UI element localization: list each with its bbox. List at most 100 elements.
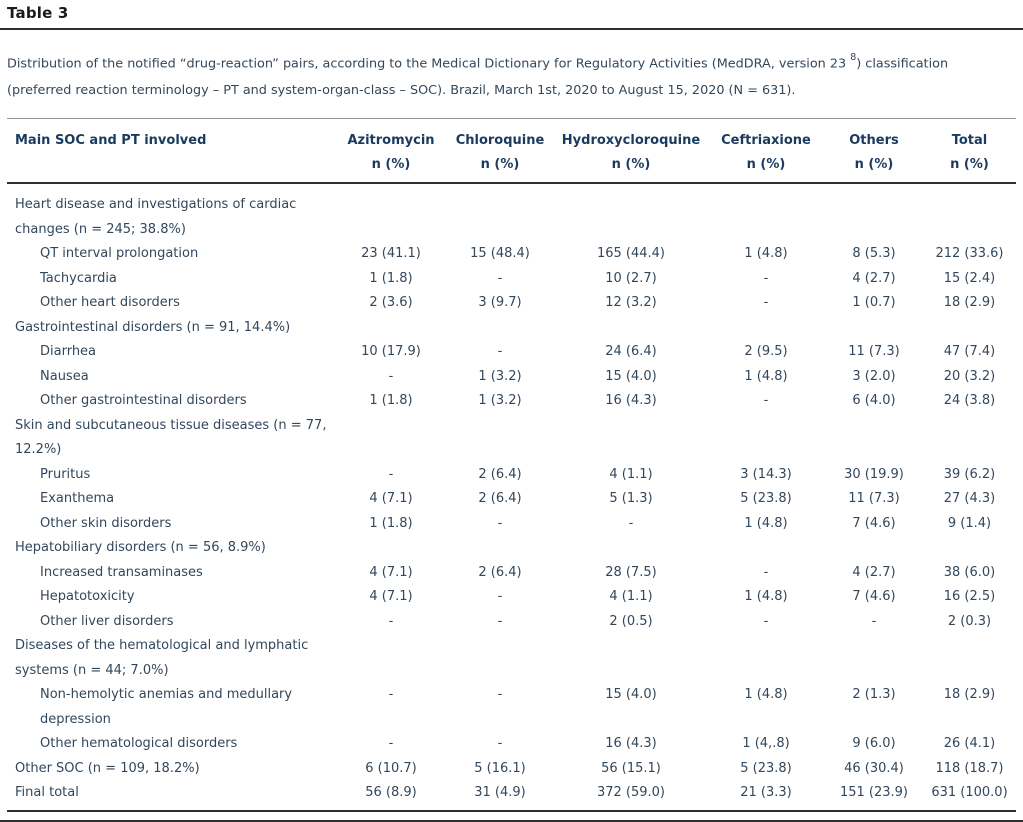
cell-value: 56 (8.9)	[337, 781, 445, 812]
cell-value: 56 (15.1)	[601, 760, 661, 776]
cell-value: 6 (4.0)	[852, 393, 896, 409]
cell-value: 9 (6.0)	[852, 736, 896, 752]
table-row-section: Skin and subcutaneous tissue diseases (n…	[7, 414, 1016, 463]
cell-value: 165 (44.4)	[596, 246, 666, 262]
cell-value: 28 (7.5)	[605, 564, 657, 580]
empty-cell	[337, 183, 1016, 242]
cell-value: -	[871, 613, 877, 629]
cell-value: 1 (4.8)	[744, 515, 788, 531]
cell-value: 372 (59.0)	[555, 781, 707, 812]
row-label: Final total	[7, 781, 337, 812]
cell-value: 18 (2.9)	[943, 687, 996, 703]
empty-cell	[337, 316, 1016, 341]
column-subheader-n-percent: n (%)	[611, 157, 651, 173]
cell-value: 1 (4.8)	[744, 589, 788, 605]
table-row-item: Tachycardia 1 (1.8) - 10 (2.7) - 4 (2.7) 15 (2…	[7, 267, 1016, 292]
table-row-item: Diarrhea 10 (17.9) - 24 (6.4) 2 (9.5) 11 (7.3…	[7, 340, 1016, 365]
cell-value: 24 (6.4)	[605, 344, 657, 360]
cell-value: -	[497, 613, 503, 629]
row-label: Diarrhea	[40, 344, 97, 360]
row-label: QT interval prolongation	[40, 246, 199, 262]
row-label: Nausea	[40, 368, 89, 384]
table-caption: Distribution of the notified “drug-react…	[0, 30, 1023, 104]
cell-value: 212 (33.6)	[935, 246, 1004, 262]
table-row-section: Gastrointestinal disorders (n = 91, 14.4…	[7, 316, 1016, 341]
cell-value: 1 (3.2)	[478, 393, 522, 409]
row-label: Increased transaminases	[40, 564, 203, 580]
cell-value: 12 (3.2)	[605, 295, 657, 311]
table-row-item: Pruritus - 2 (6.4) 4 (1.1) 3 (14.3) 30 (19.9)…	[7, 463, 1016, 488]
cell-value: 1 (1.8)	[369, 393, 413, 409]
row-label: Other liver disorders	[40, 613, 174, 629]
row-label: Tachycardia	[40, 270, 117, 286]
cell-value: 1 (4,.8)	[742, 736, 790, 752]
cell-value: 4 (7.1)	[369, 564, 413, 580]
table-row-section: Hepatobiliary disorders (n = 56, 8.9%)	[7, 536, 1016, 561]
row-label: Diseases of the hematological and lympha…	[15, 638, 309, 678]
cell-value: 10 (17.9)	[361, 344, 421, 360]
table-row-item: Other gastrointestinal disorders 1 (1.8) 1…	[7, 389, 1016, 414]
row-label: Other hematological disorders	[40, 736, 238, 752]
cell-value: 1 (1.8)	[369, 515, 413, 531]
cell-value: -	[497, 687, 503, 703]
cell-value: 47 (7.4)	[943, 344, 996, 360]
cell-value: 11 (7.3)	[848, 344, 900, 360]
row-label: Other skin disorders	[40, 515, 172, 531]
cell-value: 7 (4.6)	[852, 515, 896, 531]
title-rule	[0, 28, 1023, 30]
cell-value: 46 (30.4)	[844, 760, 904, 776]
column-header-main-soc-pt: Main SOC and PT involved	[7, 118, 337, 185]
cell-value: 16 (2.5)	[943, 589, 996, 605]
cell-value: 2 (9.5)	[744, 344, 788, 360]
caption-text-before-reference: Distribution of the notified “drug-react…	[7, 56, 851, 72]
cell-value: -	[388, 687, 394, 703]
cell-value: 5 (23.8)	[740, 760, 792, 776]
table-row-item: Other heart disorders 2 (3.6) 3 (9.7) 12 (3…	[7, 291, 1016, 316]
table-row-item: Other skin disorders 1 (1.8) - - 1 (4.8) 7 (4…	[7, 512, 1016, 537]
cell-value: 2 (6.4)	[478, 466, 522, 482]
column-header-azitromycin: Azitromycin n (%)	[337, 118, 445, 185]
cell-value: -	[763, 393, 769, 409]
table-row-item: Non-hemolytic anemias and medullary depr…	[7, 683, 1016, 732]
cell-value: 6 (10.7)	[365, 760, 417, 776]
cell-value: -	[497, 736, 503, 752]
row-label: Gastrointestinal disorders (n = 91, 14.4…	[15, 319, 291, 335]
row-label: Exanthema	[40, 491, 115, 507]
cell-value: 5 (23.8)	[740, 491, 792, 507]
table-row-section: Final total 56 (8.9) 31 (4.9) 372 (59.0) 21 …	[7, 781, 1016, 812]
cell-value: -	[388, 368, 394, 384]
cell-value: 26 (4.1)	[943, 736, 996, 752]
row-label: Skin and subcutaneous tissue diseases (n…	[15, 417, 327, 458]
cell-value: -	[763, 270, 769, 286]
cell-value: 16 (4.3)	[605, 393, 657, 409]
column-header-total: Total n (%)	[923, 118, 1016, 185]
cell-value: 8 (5.3)	[852, 246, 896, 262]
cell-value: 1 (0.7)	[852, 295, 896, 311]
cell-value: 151 (23.9)	[825, 781, 923, 812]
table-row-item: Increased transaminases 4 (7.1) 2 (6.4) 28 …	[7, 561, 1016, 586]
column-label: Chloroquine	[455, 133, 545, 149]
table-row-item: Nausea - 1 (3.2) 15 (4.0) 1 (4.8) 3 (2.0) 20 (…	[7, 365, 1016, 390]
column-header-chloroquine: Chloroquine n (%)	[445, 118, 555, 185]
cell-value: 3 (2.0)	[852, 368, 896, 384]
column-header-others: Others n (%)	[825, 118, 923, 185]
cell-value: 3 (9.7)	[478, 295, 522, 311]
cell-value: 4 (1.1)	[609, 466, 653, 482]
cell-value: -	[497, 270, 503, 286]
cell-value: 11 (7.3)	[848, 491, 900, 507]
cell-value: 30 (19.9)	[844, 466, 904, 482]
cell-value: 2 (3.6)	[369, 295, 413, 311]
cell-value: 2 (6.4)	[478, 491, 522, 507]
cell-value: 4 (7.1)	[369, 589, 413, 605]
cell-value: 9 (1.4)	[947, 515, 992, 531]
cell-value: -	[388, 613, 394, 629]
column-label: Hydroxycloroquine	[561, 133, 701, 149]
cell-value: 1 (1.8)	[369, 270, 413, 286]
row-label: Non-hemolytic anemias and medullary depr…	[40, 687, 293, 727]
row-label: Heart disease and investigations of card…	[15, 197, 297, 237]
column-subheader-n-percent: n (%)	[371, 157, 411, 173]
cell-value: 18 (2.9)	[943, 295, 996, 311]
cell-value: -	[763, 295, 769, 311]
cell-value: 5 (16.1)	[474, 760, 526, 776]
